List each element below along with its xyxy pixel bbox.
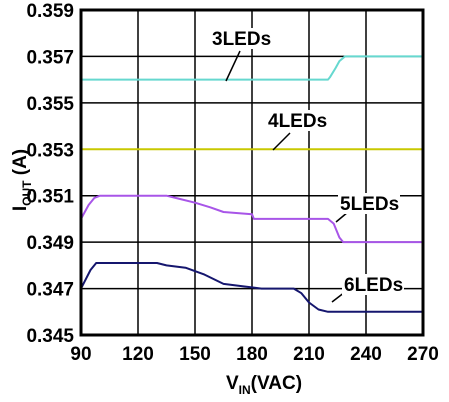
plot-frame [79, 8, 425, 337]
x-axis-title: VIN(VAC) [226, 373, 302, 397]
series-lines [80, 55, 423, 313]
x-tick-label: 240 [350, 344, 382, 365]
series-label-leader [225, 50, 241, 82]
y-axis-title-unit: (A) [10, 149, 31, 181]
y-tick-label: 0.347 [26, 280, 74, 301]
series-label-bg [338, 193, 400, 214]
y-axis-title: IOUT (A) [10, 149, 34, 211]
x-axis-title-unit: (VAC) [251, 373, 302, 394]
y-tick-label: 0.349 [26, 233, 74, 254]
x-tick-label: 120 [122, 344, 154, 365]
y-tick-label: 0.355 [26, 94, 74, 115]
x-tick-label: 210 [293, 344, 325, 365]
series-label-bg [266, 110, 328, 131]
y-tick-label: 0.359 [26, 1, 74, 22]
x-axis-title-sub: IN [239, 383, 251, 397]
series-label-4: 6LEDs [344, 275, 403, 296]
y-tick-label: 0.357 [26, 47, 74, 68]
y-axis-title-main: I [10, 206, 31, 211]
x-axis-title-main: V [226, 373, 239, 394]
y-tick-label: 0.351 [26, 187, 74, 208]
series-labels: 3LEDs 4LEDs 5LEDs 6LEDs [210, 28, 404, 303]
y-axis-title-sub: OUT [20, 180, 34, 206]
series-label-leader [272, 132, 291, 151]
series-label-1: 3LEDs [212, 29, 271, 50]
x-tick-label: 180 [236, 344, 268, 365]
series-label-3: 5LEDs [340, 194, 399, 215]
y-tick-labels: 0.345 0.347 0.349 0.351 0.353 0.355 0.357 0.359 [26, 1, 74, 347]
series-label-bg [210, 28, 272, 49]
x-tick-label: 150 [179, 344, 211, 365]
x-tick-label: 90 [70, 344, 91, 365]
series-line-1 [81, 55, 423, 81]
series-line-3 [80, 194, 423, 244]
series-label-2: 4LEDs [268, 111, 327, 132]
series-line-4 [80, 262, 423, 313]
x-tick-label: 270 [407, 344, 439, 365]
y-tick-label: 0.353 [26, 140, 74, 161]
x-tick-labels: 90 120 150 180 210 240 270 [70, 344, 438, 365]
y-tick-label: 0.345 [26, 326, 74, 347]
series-label-bg [342, 274, 404, 295]
